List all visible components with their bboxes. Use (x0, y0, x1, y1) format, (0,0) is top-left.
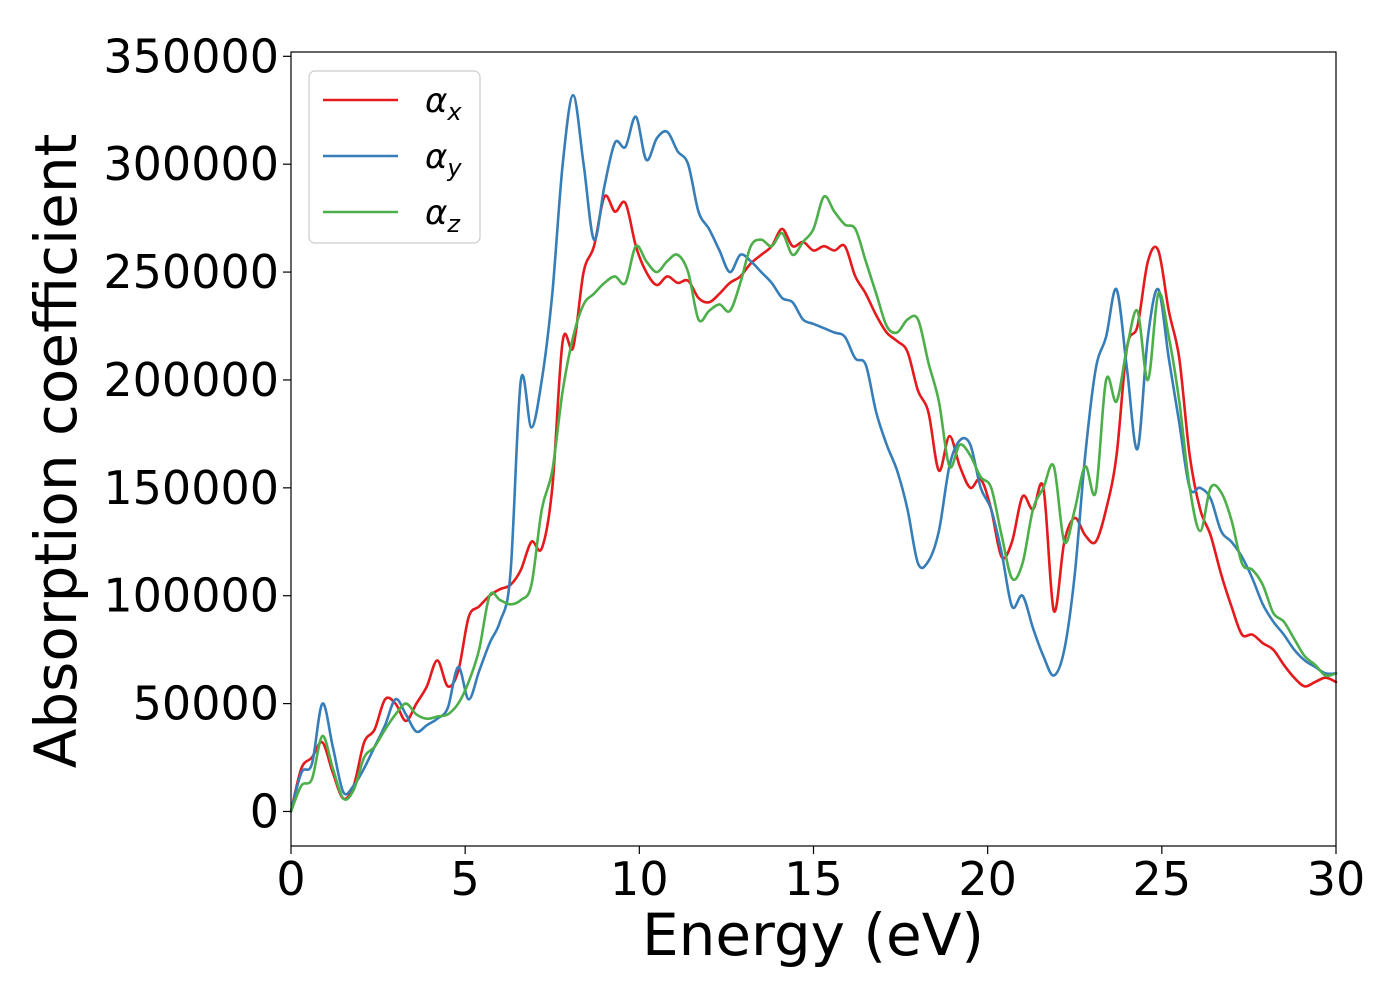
legend-label-alpha-y: αy (425, 137, 462, 182)
y-tick-label: 300000 (103, 137, 279, 191)
x-axis-ticks: 0 5 10 15 20 25 30 (276, 846, 1365, 906)
y-axis-label: Absorption coefficient (22, 134, 90, 769)
x-tick-label: 5 (451, 852, 480, 906)
x-tick-label: 0 (276, 852, 305, 906)
y-tick-label: 50000 (133, 677, 279, 731)
x-tick-label: 15 (784, 852, 843, 906)
series-line-alpha-x (289, 194, 1338, 813)
y-tick-label: 350000 (103, 29, 279, 83)
legend: αx αy αz (308, 70, 481, 244)
y-tick-label: 150000 (103, 461, 279, 515)
x-tick-label: 10 (610, 852, 669, 906)
x-axis-label: Energy (eV) (642, 901, 984, 969)
y-tick-label: 200000 (103, 353, 279, 407)
y-tick-label: 250000 (103, 245, 279, 299)
x-tick-label: 30 (1307, 852, 1366, 906)
legend-label-alpha-z: αz (425, 193, 461, 238)
plot-lines (289, 93, 1338, 813)
y-axis-ticks: 0 50000 100000 150000 200000 250000 300000 3500… (103, 29, 291, 838)
x-tick-label: 25 (1133, 852, 1192, 906)
series-line-alpha-y (289, 93, 1338, 813)
legend-label-alpha-x: αx (425, 81, 462, 126)
y-tick-label: 100000 (103, 569, 279, 623)
y-tick-label: 0 (250, 784, 279, 838)
series-line-alpha-z (289, 194, 1338, 813)
x-tick-label: 20 (958, 852, 1017, 906)
